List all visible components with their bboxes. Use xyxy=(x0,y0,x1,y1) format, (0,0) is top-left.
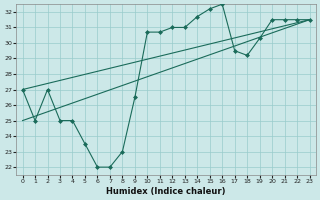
X-axis label: Humidex (Indice chaleur): Humidex (Indice chaleur) xyxy=(106,187,226,196)
